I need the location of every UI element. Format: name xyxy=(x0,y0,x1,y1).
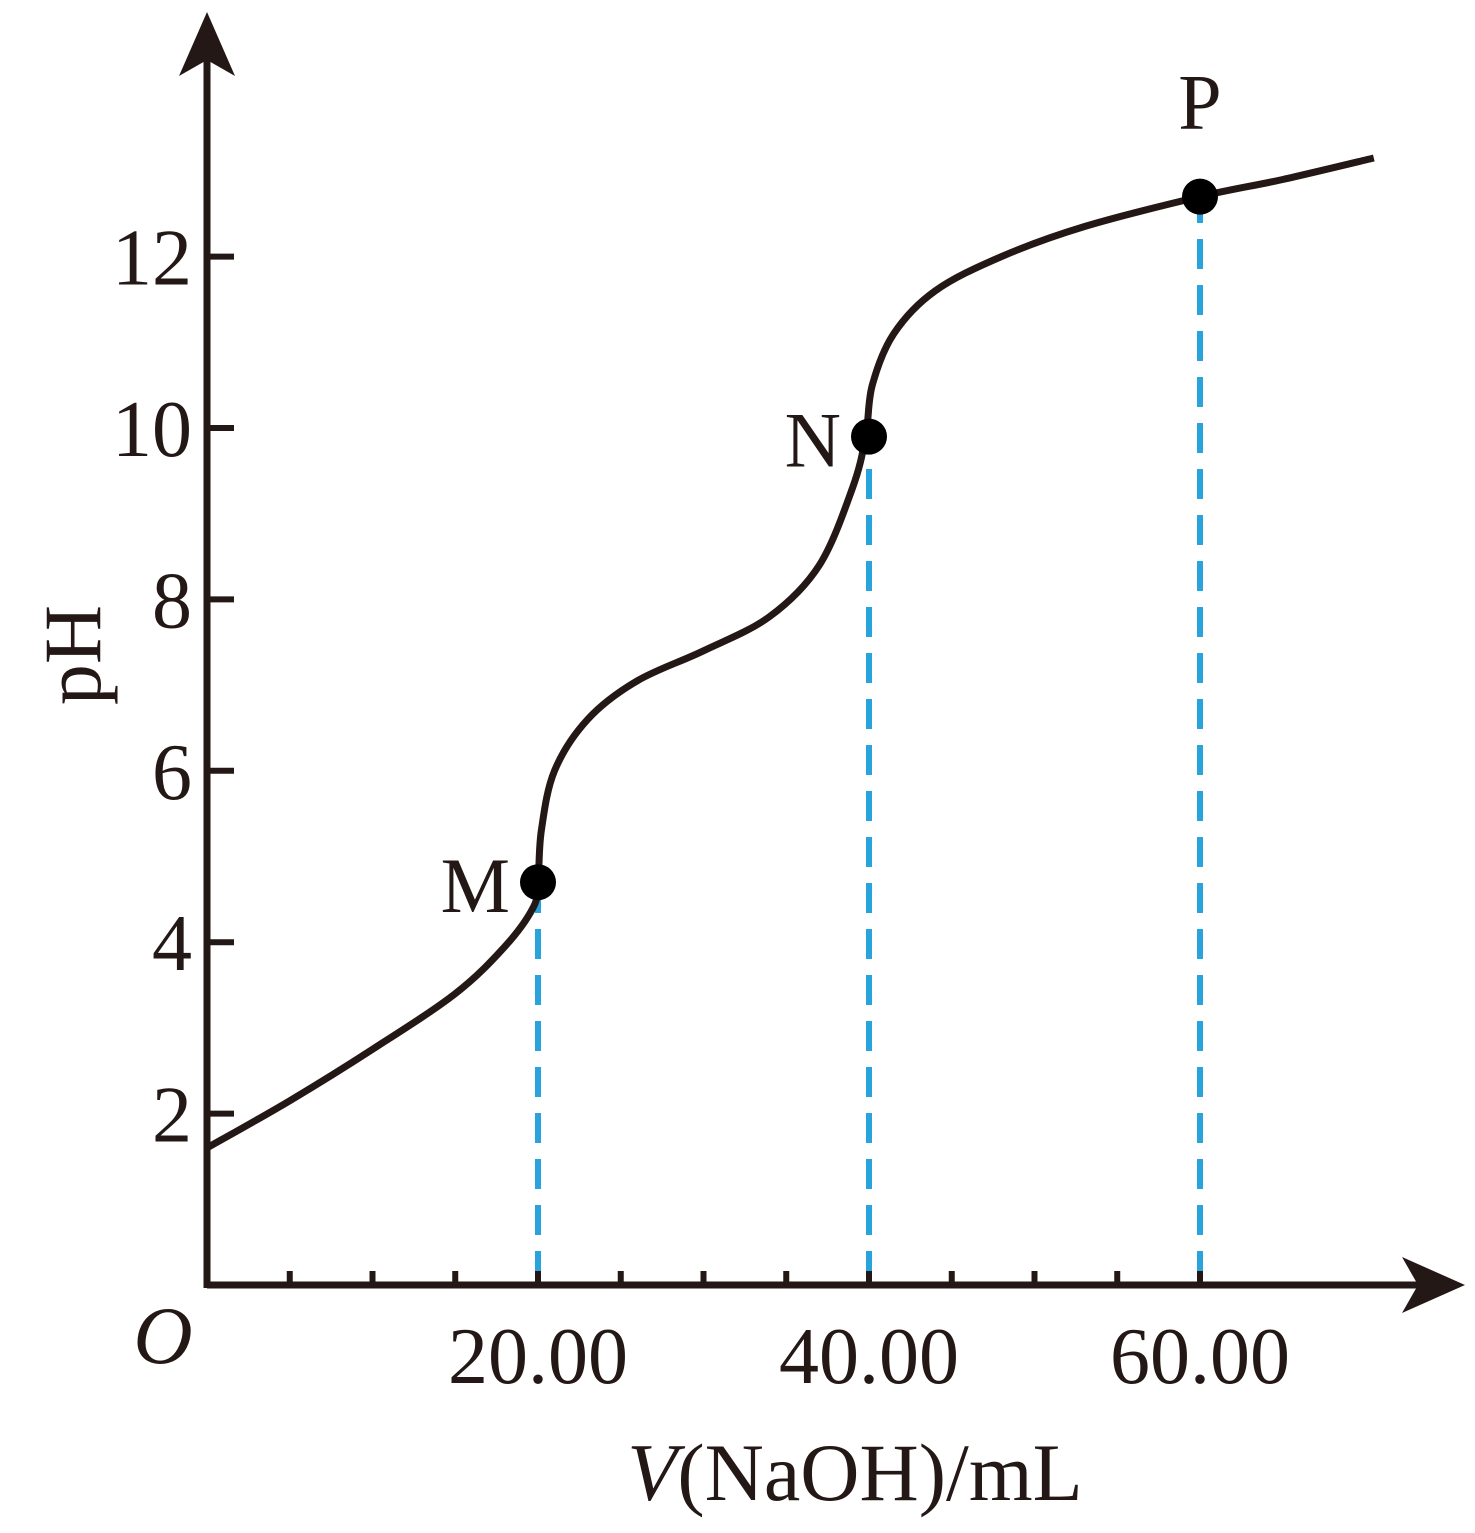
x-axis-label-var: V xyxy=(627,1427,685,1518)
x-tick-label: 60.00 xyxy=(1110,1313,1290,1401)
titration-curve xyxy=(205,154,1375,1151)
y-tick-label: 6 xyxy=(152,729,192,817)
y-axis-arrow xyxy=(179,12,235,76)
point-label-m: M xyxy=(441,842,510,929)
x-ticks: 20.00 40.00 60.00 xyxy=(286,1271,1290,1401)
point-n xyxy=(851,418,887,455)
y-tick-label: 2 xyxy=(152,1072,192,1160)
y-tick-label: 8 xyxy=(152,557,192,645)
x-axis-arrow xyxy=(1402,1257,1465,1313)
y-tick-label: 12 xyxy=(112,215,192,303)
y-tick-label: 4 xyxy=(152,900,192,988)
x-tick-label: 20.00 xyxy=(448,1313,628,1401)
origin-label: O xyxy=(133,1290,192,1381)
point-p xyxy=(1182,178,1218,215)
point-label-p: P xyxy=(1178,59,1221,146)
axes xyxy=(179,12,1465,1313)
y-ticks: 2 4 6 8 10 12 xyxy=(112,215,234,1160)
y-axis-label: pH xyxy=(27,605,118,705)
point-label-n: N xyxy=(785,397,841,484)
x-tick-label: 40.00 xyxy=(779,1313,959,1401)
point-m xyxy=(520,864,556,901)
x-axis-label-unit: (NaOH)/mL xyxy=(677,1427,1082,1518)
key-points: M N P xyxy=(441,59,1222,930)
guide-lines xyxy=(535,196,1203,1281)
x-axis-label: V(NaOH)/mL xyxy=(627,1427,1082,1518)
y-tick-label: 10 xyxy=(112,386,192,474)
